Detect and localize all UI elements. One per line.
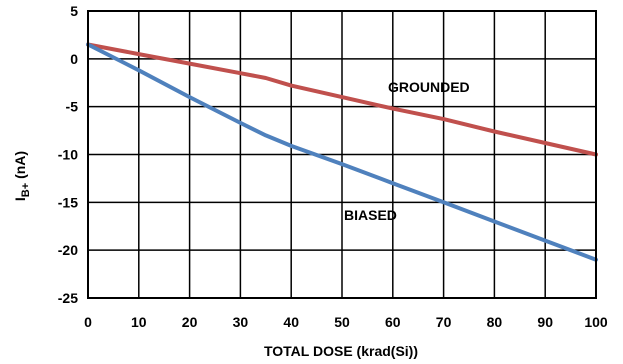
x-tick-label-6: 60 [385,314,401,330]
y-tick-labels: 5 0 -5 -10 -15 -20 -25 [58,3,78,306]
x-tick-label-9: 90 [537,314,553,330]
y-tick-label-1: 0 [70,51,78,67]
series-line-biased [86,42,598,262]
x-tick-labels: 0 10 20 30 40 50 60 70 80 90 100 [84,314,608,330]
x-tick-label-5: 50 [334,314,350,330]
x-tick-label-3: 30 [233,314,249,330]
x-tick-label-7: 70 [436,314,452,330]
x-tick-label-0: 0 [84,314,92,330]
x-tick-label-10: 100 [584,314,608,330]
y-axis-title-main: I [12,197,28,201]
series-lines [86,42,598,262]
x-axis-title: TOTAL DOSE (krad(Si)) [264,343,418,359]
y-tick-label-0: 5 [70,3,78,19]
grid [87,10,597,299]
x-tick-label-2: 20 [182,314,198,330]
y-tick-label-3: -10 [58,147,78,163]
series-label-grounded: GROUNDED [388,79,470,95]
plot-border [87,10,597,299]
y-axis-title: IB+ (nA) [12,151,32,201]
y-tick-label-4: -15 [58,194,78,210]
x-tick-label-1: 10 [131,314,147,330]
plot-frame [87,10,597,299]
series-label-biased: BIASED [344,207,397,223]
y-tick-label-6: -25 [58,290,78,306]
y-tick-label-2: -5 [66,99,79,115]
x-tick-label-8: 80 [487,314,503,330]
y-tick-label-5: -20 [58,242,78,258]
y-axis-title-unit: (nA) [12,151,28,183]
x-tick-label-4: 40 [283,314,299,330]
y-axis-title-subscript: B+ [20,183,32,197]
series-line-grounded [86,42,598,157]
